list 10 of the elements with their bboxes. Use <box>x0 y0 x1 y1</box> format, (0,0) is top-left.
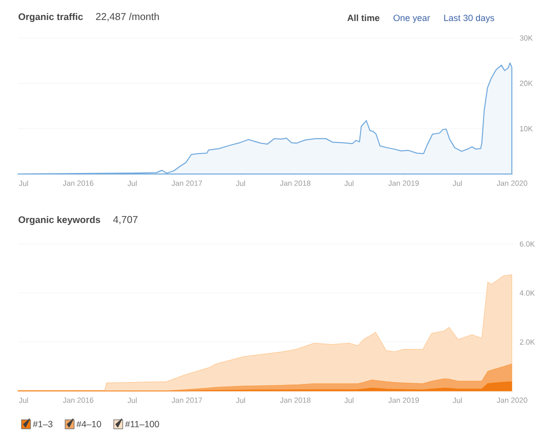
legend-label: #1–3 <box>32 420 52 428</box>
chart-subtitle: 4,707 <box>113 216 138 224</box>
text: Last 30 days <box>444 14 494 23</box>
legend-label: #11–100 <box>125 420 160 428</box>
chart-title: Organic keywords <box>18 216 100 225</box>
chart-subtitle: 22,487 /month <box>96 12 159 22</box>
text: All time <box>347 14 380 22</box>
text: One year <box>394 14 430 23</box>
legend-label: #4–10 <box>76 420 102 428</box>
chart-title: Organic traffic <box>18 13 83 22</box>
